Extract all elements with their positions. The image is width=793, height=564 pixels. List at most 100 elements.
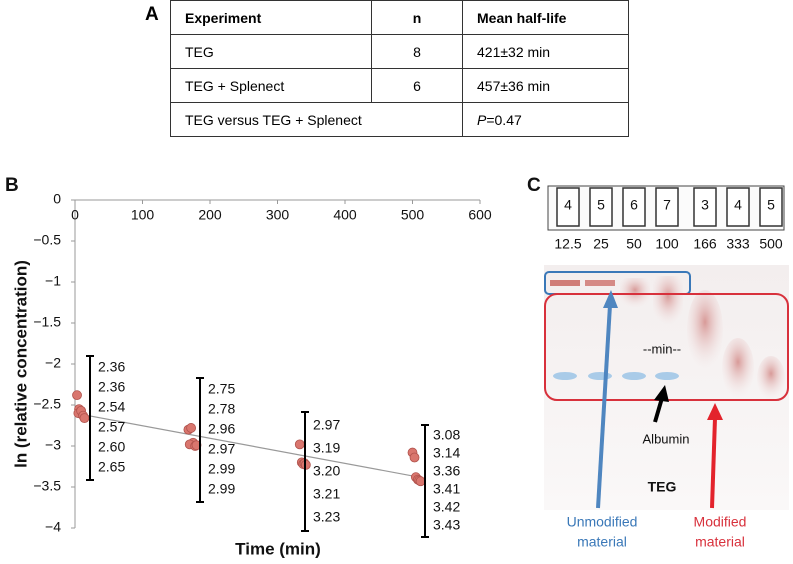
cell: 421±32 min [462, 34, 629, 69]
band [757, 356, 785, 400]
unmodified-label: material [577, 534, 627, 550]
well [655, 187, 679, 227]
y-tick-label: −2 [45, 355, 61, 371]
albumin-label: Albumin [643, 431, 690, 446]
lane-label: 3 [701, 197, 709, 213]
annotation: 2.54 [98, 399, 125, 415]
cell: P=0.47 [462, 102, 629, 137]
annotation: 3.19 [313, 440, 340, 456]
y-tick-label: −0.5 [33, 232, 61, 248]
y-tick-label: −1 [45, 273, 61, 289]
lane-label: 6 [630, 197, 638, 213]
well [759, 187, 783, 227]
band [622, 372, 646, 380]
modified-label: Modified [694, 514, 747, 530]
annotation: 2.36 [98, 379, 125, 395]
annotation: 2.75 [208, 381, 235, 397]
annotation: 2.99 [208, 461, 235, 477]
well [726, 187, 750, 227]
band [687, 290, 723, 370]
y-tick-label: −3 [45, 437, 61, 453]
cell: TEG versus TEG + Splenect [170, 102, 463, 137]
cell: 6 [371, 68, 463, 103]
panel-label: B [5, 175, 19, 196]
annotation: 2.36 [98, 359, 125, 375]
panel-label: A [145, 4, 159, 25]
concentration-label: 12.5 [554, 236, 581, 252]
concentration-label: 166 [693, 236, 717, 252]
row: TEG + Splenect 6 457±36 min [170, 68, 629, 103]
cell: 457±36 min [462, 68, 629, 103]
header-cell: Mean half-life [462, 0, 629, 35]
y-tick-label: −3.5 [33, 478, 61, 494]
annotation: 2.57 [98, 419, 125, 435]
point [72, 390, 82, 401]
annotation: 2.97 [313, 417, 340, 433]
annotation: 2.99 [208, 481, 235, 497]
annotation: 3.41 [433, 481, 460, 497]
y-axis-title: ln (relative concentration) [11, 260, 30, 468]
arrow-head [707, 403, 723, 420]
band [550, 280, 580, 286]
y-tick-label: −2.5 [33, 396, 61, 412]
header-row: Experiment n Mean half-life [170, 0, 629, 35]
annotation: 3.36 [433, 463, 460, 479]
lane-label: 5 [767, 197, 775, 213]
y-tick-label: −1.5 [33, 314, 61, 330]
lane-label: 5 [597, 197, 605, 213]
well [589, 187, 613, 227]
arrow [653, 397, 664, 423]
arrow [596, 304, 612, 509]
row: TEG 8 421±32 min [170, 34, 629, 69]
band [588, 372, 612, 380]
row: TEG versus TEG + Splenect P=0.47 [170, 102, 629, 137]
x-tick-label: 600 [468, 207, 492, 223]
annotation: 2.65 [98, 459, 125, 475]
point [294, 439, 305, 450]
band [722, 338, 754, 398]
lane-label: 4 [564, 197, 572, 213]
lane-label: 4 [734, 197, 742, 213]
unmodified-label: Unmodified [567, 514, 638, 530]
annotation: 3.14 [433, 445, 460, 461]
annotation: 3.23 [313, 509, 340, 525]
x-tick-label: 300 [266, 207, 290, 223]
x-tick-label: 100 [131, 207, 155, 223]
arrow [710, 417, 717, 509]
annotation: 3.21 [313, 486, 340, 502]
concentration-label: 100 [655, 236, 679, 252]
trend-line [74, 412, 420, 478]
point [415, 476, 426, 487]
cell: 8 [371, 34, 463, 69]
band [585, 280, 615, 286]
panel-label: C [527, 175, 541, 196]
y-tick-label: −4 [45, 519, 61, 535]
arrow-head [603, 290, 618, 308]
x-axis-title: Time (min) [235, 539, 321, 558]
x-tick-label: 400 [333, 207, 357, 223]
annotation: 3.43 [433, 517, 460, 533]
point [186, 423, 197, 433]
x-tick-label: 200 [198, 207, 222, 223]
annotation: 3.20 [313, 463, 340, 479]
annotation: 2.78 [208, 401, 235, 417]
point [409, 452, 420, 463]
band [553, 372, 577, 380]
cell: TEG [170, 34, 372, 69]
header-cell: Experiment [170, 0, 372, 35]
concentration-label: 50 [626, 236, 642, 252]
modified-label: material [695, 534, 745, 550]
gel-panel: C --min-- Albumin TEG Unmodified materia… [527, 175, 789, 550]
annotation: 3.42 [433, 499, 460, 515]
well [693, 187, 717, 227]
text: =0.47 [486, 111, 522, 128]
concentration-label: 25 [593, 236, 609, 252]
well [622, 187, 646, 227]
annotation: 2.60 [98, 439, 125, 455]
cell: TEG + Splenect [170, 68, 372, 103]
italic: P [477, 111, 487, 128]
concentration-label: 333 [726, 236, 750, 252]
min-label: --min-- [643, 341, 681, 356]
